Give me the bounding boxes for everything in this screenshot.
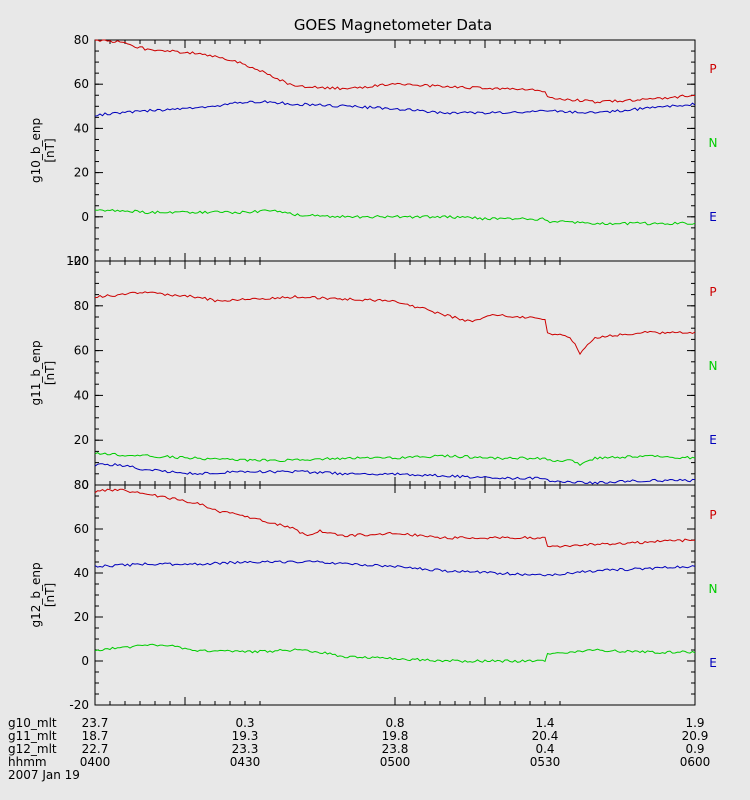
series-line-n	[94, 643, 696, 663]
legend-label-e: E	[709, 656, 717, 670]
footer-cell: 23.7	[82, 716, 109, 730]
footer-cell: 0430	[230, 755, 261, 769]
x-axis	[94, 485, 696, 705]
y-tick-label: 0	[81, 654, 89, 668]
series-group	[94, 291, 696, 485]
y-tick-label: 80	[74, 478, 89, 492]
footer-cell: 23.3	[232, 742, 259, 756]
footer-cell: 0.3	[235, 716, 254, 730]
y-tick-label: 20	[74, 166, 89, 180]
y-tick-label: 40	[74, 388, 89, 402]
legend-label-n: N	[709, 582, 718, 596]
y-tick-label: 40	[74, 121, 89, 135]
footer-cell: 18.7	[82, 729, 109, 743]
legend-label-e: E	[709, 210, 717, 224]
y-tick-label: 20	[74, 610, 89, 624]
footer-cell: 0400	[80, 755, 111, 769]
y-tick-label: 60	[74, 77, 89, 91]
footer-cell: 20.9	[682, 729, 709, 743]
panel-3: -20 0 20 40 60 80 g12_b_enp [nT] P N E	[29, 478, 717, 712]
legend-label-p: P	[709, 285, 716, 299]
y-tick-label: 60	[74, 344, 89, 358]
y-axis-label: g12_b_enp	[29, 562, 43, 627]
footer-row-label: g10_mlt	[8, 716, 57, 730]
y-tick-label: 0	[81, 210, 89, 224]
y-tick-label: -20	[69, 254, 89, 268]
footer-row-label: hhmm	[8, 755, 47, 769]
y-tick-label: 0	[81, 478, 89, 492]
series-line-p	[94, 488, 696, 548]
y-axis-label: g10_b_enp	[29, 118, 43, 183]
plot-frame	[94, 260, 696, 486]
legend-label-n: N	[709, 136, 718, 150]
y-tick-label: 20	[74, 433, 89, 447]
footer-cell: 0.9	[685, 742, 704, 756]
plot-frame	[94, 39, 696, 262]
footer-row-label: g12_mlt	[8, 742, 57, 756]
series-line-n	[94, 209, 696, 226]
footer-date: 2007 Jan 19	[8, 768, 80, 782]
series-group	[94, 488, 696, 663]
footer-cell: 0500	[380, 755, 411, 769]
footer-cell: 0.4	[535, 742, 554, 756]
legend: P N E	[709, 62, 718, 224]
legend-label-p: P	[709, 62, 716, 76]
series-line-p	[94, 291, 696, 356]
y-axis: -20 0 20 40 60 80	[69, 33, 695, 268]
series-group	[94, 39, 696, 226]
chart-title: GOES Magnetometer Data	[294, 16, 492, 34]
series-line-p	[94, 39, 695, 104]
panel-2: 0 20 40 60 80 100 g11_b_enp [nT] P N E	[29, 254, 717, 492]
panel-1: -20 0 20 40 60 80 g10_b_enp [nT] P N E	[29, 33, 717, 268]
y-axis-units: [nT]	[43, 138, 57, 162]
legend-label-e: E	[709, 433, 717, 447]
x-axis	[94, 261, 696, 485]
series-line-n	[94, 452, 696, 466]
y-tick-label: 80	[74, 33, 89, 47]
footer-cell: 0600	[680, 755, 711, 769]
y-tick-label: 100	[66, 254, 89, 268]
footer-cell: 22.7	[82, 742, 109, 756]
y-tick-label: 60	[74, 522, 89, 536]
legend: P N E	[709, 285, 718, 447]
footer-row-label: g11_mlt	[8, 729, 57, 743]
y-tick-label: -20	[69, 698, 89, 712]
y-axis-units: [nT]	[43, 361, 57, 385]
series-line-e	[94, 100, 696, 117]
plot-frame	[94, 484, 696, 706]
y-axis: 0 20 40 60 80 100	[66, 254, 695, 492]
series-line-e	[94, 560, 696, 577]
footer-cell: 1.4	[535, 716, 554, 730]
y-axis: -20 0 20 40 60 80	[69, 478, 695, 712]
footer-cell: 0530	[530, 755, 561, 769]
footer-cell: 19.8	[382, 729, 409, 743]
x-axis	[94, 40, 696, 261]
footer-cell: 0.8	[385, 716, 404, 730]
legend-label-n: N	[709, 359, 718, 373]
y-axis-label: g11_b_enp	[29, 340, 43, 405]
y-tick-label: 80	[74, 299, 89, 313]
footer-cell: 1.9	[685, 716, 704, 730]
series-line-e	[94, 462, 696, 485]
footer-cell: 20.4	[532, 729, 559, 743]
footer-cell: 23.8	[382, 742, 409, 756]
legend-label-p: P	[709, 508, 716, 522]
y-tick-label: 40	[74, 566, 89, 580]
footer-cell: 19.3	[232, 729, 259, 743]
legend: P N E	[709, 508, 718, 670]
y-axis-units: [nT]	[43, 583, 57, 607]
